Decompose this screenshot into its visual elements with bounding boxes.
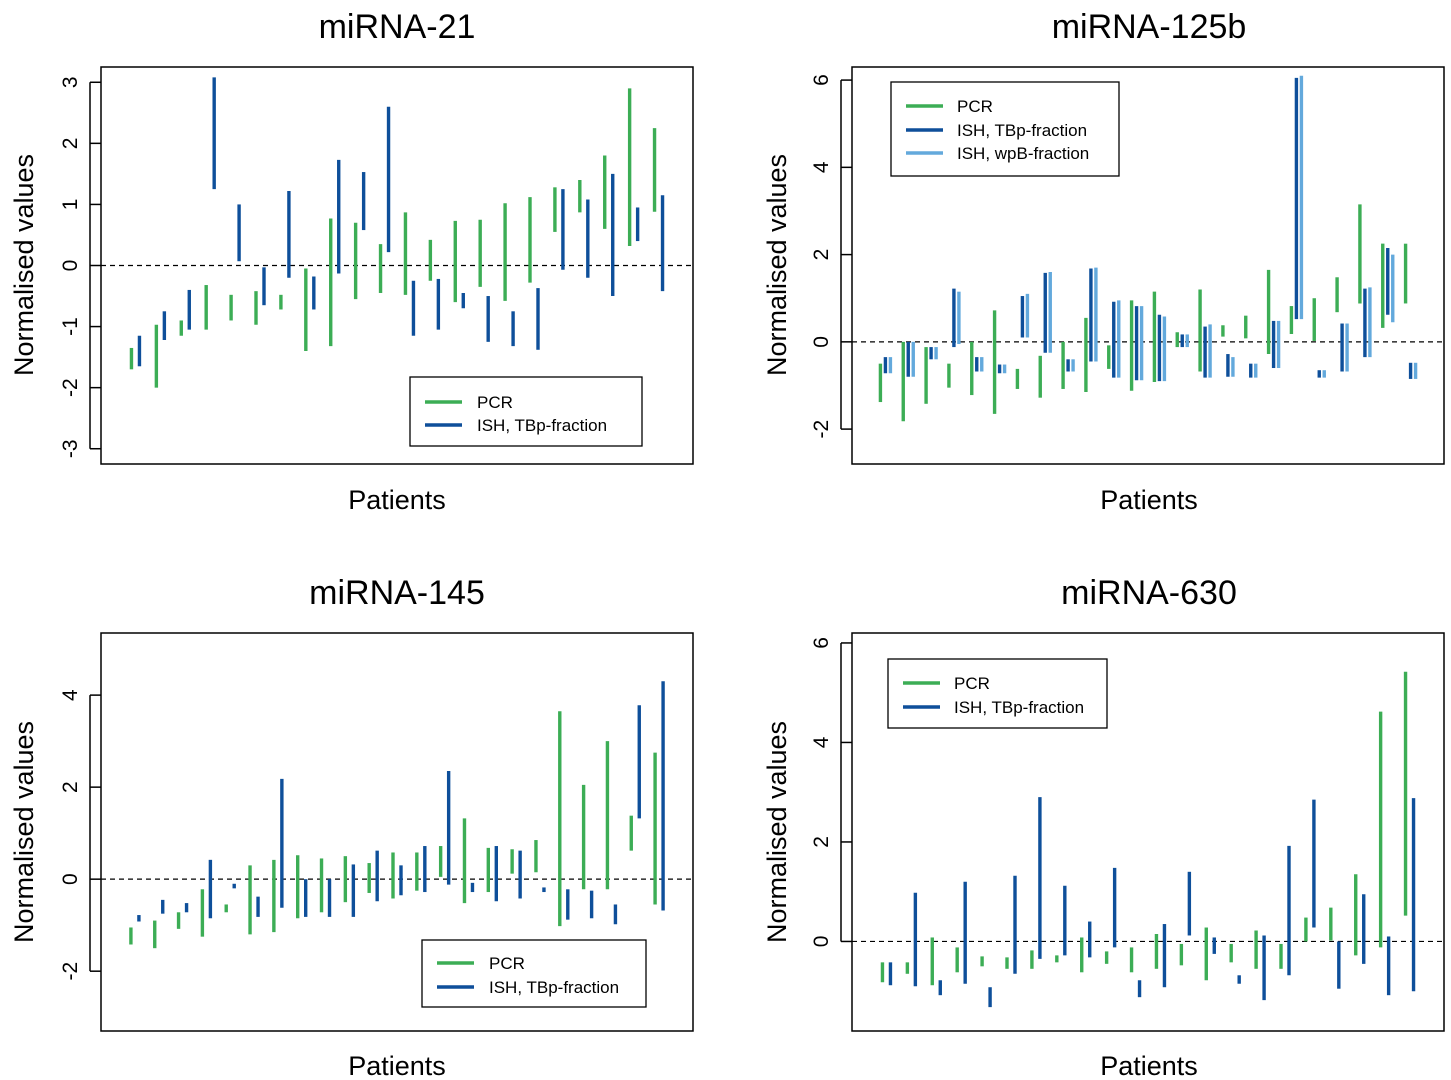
y-tick-label: 2 (59, 781, 82, 793)
range-bars (878, 75, 1418, 422)
legend-label-ish-tbp: ISH, TBp-fraction (477, 416, 607, 435)
legend-label-ish-tbp: ISH, TBp-fraction (957, 121, 1087, 140)
legend-label-ish-tbp: ISH, TBp-fraction (954, 698, 1084, 717)
y-axis-label: Normalised values (762, 154, 792, 376)
y-tick-label: 0 (810, 936, 833, 948)
y-tick-label: 2 (59, 138, 82, 150)
chart-title: miRNA-145 (309, 574, 485, 612)
legend-box (421, 939, 647, 1008)
chart-panel-mirna-145: miRNA-145 Normalised values Patients -2 0… (9, 574, 694, 1080)
chart-title: miRNA-21 (319, 8, 476, 46)
legend-box (890, 81, 1120, 177)
chart-panel-mirna-21: miRNA-21 Normalised values Patients -3 -2… (9, 8, 694, 515)
y-axis-label: Normalised values (9, 721, 39, 943)
chart-title: miRNA-125b (1052, 8, 1247, 46)
x-axis-label: Patients (348, 1051, 446, 1080)
y-axis-ticks: -2 0 2 4 (59, 689, 101, 981)
legend-label-pcr: PCR (477, 393, 513, 412)
y-tick-label: -2 (59, 962, 82, 981)
y-tick-label: 2 (810, 249, 833, 261)
range-bars (880, 671, 1416, 1008)
y-tick-label: 0 (59, 873, 82, 885)
y-tick-label: 6 (810, 74, 833, 86)
legend: PCR ISH, TBp-fraction (887, 658, 1108, 729)
plot-frame (851, 632, 1445, 1032)
y-tick-label: 4 (810, 736, 833, 748)
legend-label-ish-tbp: ISH, TBp-fraction (489, 978, 619, 997)
y-tick-label: 3 (59, 76, 82, 88)
y-tick-label: -3 (59, 439, 82, 458)
range-bars (129, 77, 665, 388)
plot-frame (100, 632, 694, 1032)
x-axis-label: Patients (1100, 485, 1198, 515)
chart-panel-mirna-630: miRNA-630 Normalised values Patients 0 2 4… (762, 574, 1445, 1080)
plot-frame (851, 66, 1445, 465)
y-axis-label: Normalised values (9, 154, 39, 376)
y-tick-label: 2 (810, 836, 833, 848)
legend-label-pcr: PCR (957, 97, 993, 116)
legend-label-ish-wpb: ISH, wpB-fraction (957, 144, 1089, 163)
legend-box (409, 376, 643, 447)
y-axis-ticks: -2 0 2 4 6 (810, 74, 852, 438)
legend: PCR ISH, TBp-fraction (409, 376, 643, 447)
legend-box (887, 658, 1108, 729)
legend-label-pcr: PCR (489, 954, 525, 973)
chart-panel-mirna-125b: miRNA-125b Normalised values Patients -2… (762, 8, 1445, 515)
y-tick-label: 0 (59, 260, 82, 272)
x-axis-label: Patients (1100, 1051, 1198, 1080)
chart-title: miRNA-630 (1061, 574, 1237, 612)
y-tick-label: -2 (810, 420, 833, 439)
y-axis-ticks: 0 2 4 6 (810, 637, 852, 947)
legend: PCR ISH, TBp-fraction (421, 939, 647, 1008)
x-axis-label: Patients (348, 485, 446, 515)
legend: PCR ISH, TBp-fraction ISH, wpB-fraction (890, 81, 1120, 177)
y-tick-label: 1 (59, 199, 82, 211)
y-tick-label: 6 (810, 637, 833, 649)
y-tick-label: -2 (59, 378, 82, 397)
range-bars (129, 681, 665, 949)
y-tick-label: 4 (59, 689, 82, 701)
legend-label-pcr: PCR (954, 674, 990, 693)
y-tick-label: -1 (59, 317, 82, 336)
y-tick-label: 4 (810, 161, 833, 173)
y-axis-ticks: -3 -2 -1 0 1 2 3 (59, 76, 101, 458)
plot-frame (100, 66, 694, 465)
y-axis-label: Normalised values (762, 721, 792, 943)
y-tick-label: 0 (810, 336, 833, 348)
